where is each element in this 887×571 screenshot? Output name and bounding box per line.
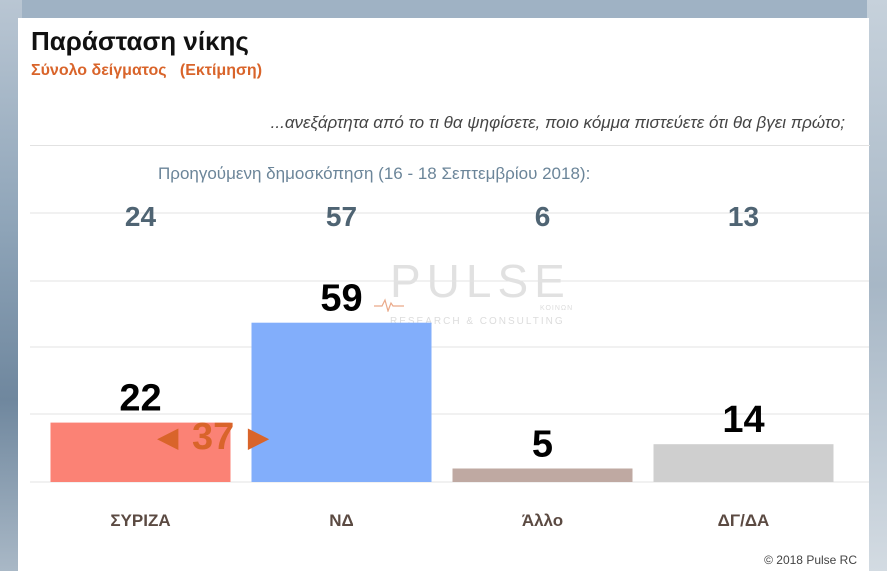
data-label: 14 [722, 399, 764, 441]
copyright-text: © 2018 Pulse RC [764, 553, 857, 567]
left-triangle-icon: ◀ [158, 422, 178, 452]
background-right-photo [867, 0, 887, 571]
background-left-photo [0, 0, 22, 571]
bar [251, 322, 432, 482]
bar [50, 422, 231, 482]
separator-line [30, 145, 870, 146]
page-subtitle: Σύνολο δείγματος (Εκτίμηση) [31, 62, 263, 79]
right-triangle-icon: ▶ [248, 422, 269, 452]
previous-value-label: 13 [728, 201, 759, 232]
page-title: Παράσταση νίκης [31, 26, 249, 56]
watermark-sub-text: RESEARCH & CONSULTING [390, 316, 565, 327]
category-label: ΣΥΡΙΖΑ [110, 511, 170, 530]
data-label: 22 [119, 378, 161, 420]
previous-poll-label: Προηγούμενη δημοσκόπηση (16 - 18 Σεπτεμβ… [158, 164, 591, 183]
bar [653, 444, 834, 482]
previous-value-label: 57 [326, 201, 357, 232]
category-label: ΝΔ [329, 511, 354, 530]
previous-value-label: 24 [125, 201, 157, 232]
previous-value-label: 6 [535, 201, 551, 232]
data-label: 59 [320, 278, 362, 320]
category-label: Άλλο [522, 511, 563, 530]
data-label: 5 [532, 424, 553, 466]
pulse-line-icon [374, 298, 404, 312]
difference-indicator: ◀ 37 ▶ [158, 415, 268, 459]
difference-value: 37 [192, 416, 235, 458]
bar [452, 468, 633, 482]
watermark-small-text: ΚΟΙΝΩΝ [540, 305, 574, 312]
category-label: ΔΓ/ΔΑ [718, 511, 770, 530]
survey-question: ...ανεξάρτητα από το τι θα ψηφίσετε, ποι… [270, 113, 845, 132]
